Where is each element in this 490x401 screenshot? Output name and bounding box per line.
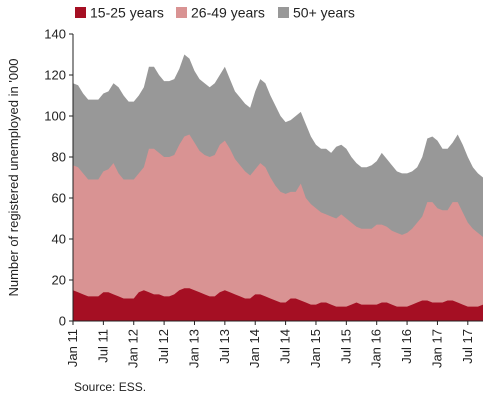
- y-tick-label: 0: [59, 314, 66, 329]
- x-tick-label: Jan 12: [126, 329, 141, 368]
- y-axis-label: Number of registered unemployed in '000: [6, 58, 21, 296]
- x-tick-label: Jul 15: [338, 329, 353, 364]
- x-tick-label: Jul 17: [460, 329, 475, 364]
- x-tick-label: Jan 14: [247, 329, 262, 368]
- x-tick-label: Jan 17: [429, 329, 444, 368]
- source-note: Source: ESS.: [74, 380, 147, 394]
- y-tick-label: 40: [52, 232, 66, 247]
- x-tick-label: Jul 12: [156, 329, 171, 364]
- legend-swatch-50-years: [278, 7, 289, 18]
- legend-label-50-years: 50+ years: [293, 5, 355, 21]
- area-series-26-49-years: [73, 134, 483, 321]
- x-tick-label: Jan 15: [308, 329, 323, 368]
- y-tick-label: 120: [44, 68, 66, 83]
- x-tick-label: Jul 16: [399, 329, 414, 364]
- y-tick-label: 100: [44, 109, 66, 124]
- legend-label-26-49-years: 26-49 years: [191, 5, 265, 21]
- area-series-15-25-years: [73, 288, 483, 321]
- y-tick-label: 140: [44, 27, 66, 42]
- legend-swatch-26-49-years: [176, 7, 187, 18]
- y-tick-label: 60: [52, 191, 66, 206]
- legend-swatch-15-25-years: [75, 7, 86, 18]
- x-tick-label: Jul 14: [278, 329, 293, 364]
- y-tick-label: 80: [52, 150, 66, 165]
- y-tick-label: 20: [52, 273, 66, 288]
- x-tick-label: Jan 16: [369, 329, 384, 368]
- x-tick-label: Jul 13: [217, 329, 232, 364]
- legend-label-15-25-years: 15-25 years: [90, 5, 164, 21]
- x-tick-label: Jan 13: [186, 329, 201, 368]
- x-tick-label: Jul 11: [95, 329, 110, 363]
- x-tick-label: Jan 11: [65, 329, 80, 367]
